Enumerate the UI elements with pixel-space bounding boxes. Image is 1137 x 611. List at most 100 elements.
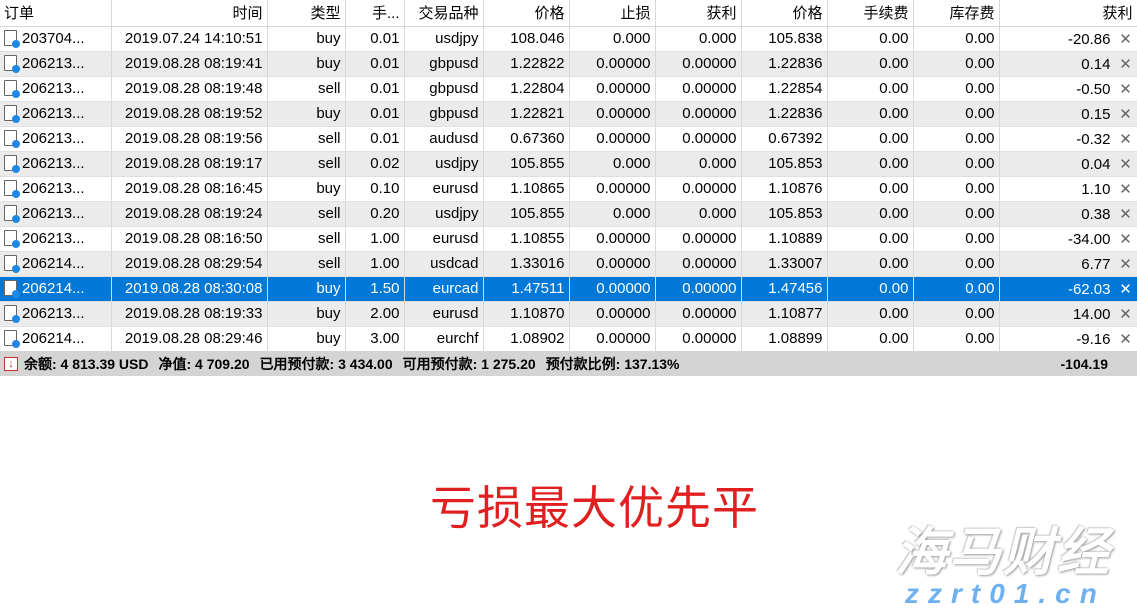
order-id: 206213... [22,80,85,97]
cell-10: 0.00 [913,251,1000,277]
close-position-icon[interactable]: ✕ [1119,330,1132,348]
close-position-icon[interactable]: ✕ [1119,255,1132,273]
cell-9: 0.00 [827,201,914,227]
table-row[interactable]: 206213... 2019.08.28 08:19:24 sell 0.20 usdj… [0,201,1137,227]
close-position-icon[interactable]: ✕ [1119,30,1132,48]
cell-7: 0.00000 [655,301,742,327]
cell-4: usdjpy [404,151,484,177]
table-row[interactable]: 206213... 2019.08.28 08:16:50 sell 1.00 euru… [0,226,1137,252]
order-icon [4,130,20,148]
cell-8: 1.10876 [741,176,828,202]
cell-6: 0.000 [569,26,656,52]
table-row[interactable]: 203704... 2019.07.24 14:10:51 buy 0.01 usdjp… [0,26,1137,52]
table-row[interactable]: 206213... 2019.08.28 08:19:17 sell 0.02 usdj… [0,151,1137,177]
close-position-icon[interactable]: ✕ [1119,155,1132,173]
order-id: 206213... [22,205,85,222]
column-header[interactable]: 库存费 [913,0,1000,27]
profit-cell: 0.15 ✕ [999,101,1137,127]
cell-8: 1.22836 [741,51,828,77]
caption: 亏损最大优先平 [430,482,759,534]
cell-6: 0.00000 [569,101,656,127]
cell-6: 0.00000 [569,326,656,352]
order-cell: 206213... [0,151,112,177]
profit-value: -34.00 [1067,230,1111,248]
column-header[interactable]: 价格 [741,0,828,27]
column-header[interactable]: 价格 [483,0,570,27]
cell-3: 1.00 [345,226,405,252]
order-cell: 206214... [0,326,112,352]
cell-4: eurusd [404,301,484,327]
close-position-icon[interactable]: ✕ [1119,105,1132,123]
cell-1: 2019.08.28 08:16:50 [111,226,268,252]
column-header[interactable]: 获利 [999,0,1137,27]
profit-cell: -62.03 ✕ [999,276,1137,302]
trade-table: 订单 时间 类型 手... 交易品种 价格 止损 获利 价格 手续费 库存费 获利 203704...… [0,0,1137,352]
cell-5: 0.67360 [483,126,570,152]
table-row[interactable]: 206213... 2019.08.28 08:19:48 sell 0.01 gbpu… [0,76,1137,102]
column-header[interactable]: 订单 [0,0,112,27]
cell-4: eurusd [404,176,484,202]
cell-8: 105.838 [741,26,828,52]
profit-cell: -20.86 ✕ [999,26,1137,52]
column-header[interactable]: 止损 [569,0,656,27]
cell-4: eurchf [404,326,484,352]
close-position-icon[interactable]: ✕ [1119,230,1132,248]
column-header[interactable]: 获利 [655,0,742,27]
table-row[interactable]: 206213... 2019.08.28 08:19:56 sell 0.01 audu… [0,126,1137,152]
order-icon [4,30,20,48]
order-id: 206213... [22,55,85,72]
cell-7: 0.00000 [655,176,742,202]
column-header[interactable]: 手... [345,0,405,27]
table-row[interactable]: 206214... 2019.08.28 08:29:54 sell 1.00 usdc… [0,251,1137,277]
profit-value: 6.77 [1081,255,1111,273]
cell-8: 1.22854 [741,76,828,102]
order-icon [4,230,20,248]
cell-3: 0.10 [345,176,405,202]
profit-cell: 0.14 ✕ [999,51,1137,77]
cell-10: 0.00 [913,101,1000,127]
cell-5: 105.855 [483,201,570,227]
table-row[interactable]: 206214... 2019.08.28 08:30:08 buy 1.50 eurca… [0,276,1137,302]
cell-10: 0.00 [913,126,1000,152]
order-id: 206213... [22,155,85,172]
cell-7: 0.000 [655,151,742,177]
close-position-icon[interactable]: ✕ [1119,280,1132,298]
column-header[interactable]: 类型 [267,0,346,27]
cell-9: 0.00 [827,251,914,277]
cell-9: 0.00 [827,51,914,77]
cell-5: 1.10870 [483,301,570,327]
order-id: 206213... [22,105,85,122]
cell-6: 0.000 [569,201,656,227]
table-row[interactable]: 206214... 2019.08.28 08:29:46 buy 3.00 eurch… [0,326,1137,352]
table-row[interactable]: 206213... 2019.08.28 08:19:52 buy 0.01 gbpus… [0,101,1137,127]
close-position-icon[interactable]: ✕ [1119,130,1132,148]
close-position-icon[interactable]: ✕ [1119,305,1132,323]
cell-7: 0.00000 [655,251,742,277]
order-icon [4,280,20,298]
cell-2: buy [267,51,346,77]
close-position-icon[interactable]: ✕ [1119,205,1132,223]
cell-3: 0.01 [345,76,405,102]
close-position-icon[interactable]: ✕ [1119,180,1132,198]
table-row[interactable]: 206213... 2019.08.28 08:19:41 buy 0.01 gbpus… [0,51,1137,77]
close-position-icon[interactable]: ✕ [1119,55,1132,73]
table-row[interactable]: 206213... 2019.08.28 08:16:45 buy 0.10 eurus… [0,176,1137,202]
table-row[interactable]: 206213... 2019.08.28 08:19:33 buy 2.00 eurus… [0,301,1137,327]
order-cell: 206213... [0,226,112,252]
cell-5: 105.855 [483,151,570,177]
cell-8: 105.853 [741,151,828,177]
cell-2: buy [267,26,346,52]
close-position-icon[interactable]: ✕ [1119,80,1132,98]
account-arrow-icon[interactable]: ↓ [4,356,18,371]
order-id: 206213... [22,130,85,147]
profit-value: -0.32 [1076,130,1111,148]
order-cell: 206213... [0,76,112,102]
profit-value: -9.16 [1076,330,1111,348]
profit-value: 1.10 [1081,180,1111,198]
order-id: 206213... [22,230,85,247]
cell-10: 0.00 [913,176,1000,202]
column-header[interactable]: 手续费 [827,0,914,27]
cell-3: 2.00 [345,301,405,327]
column-header[interactable]: 时间 [111,0,268,27]
column-header[interactable]: 交易品种 [404,0,484,27]
